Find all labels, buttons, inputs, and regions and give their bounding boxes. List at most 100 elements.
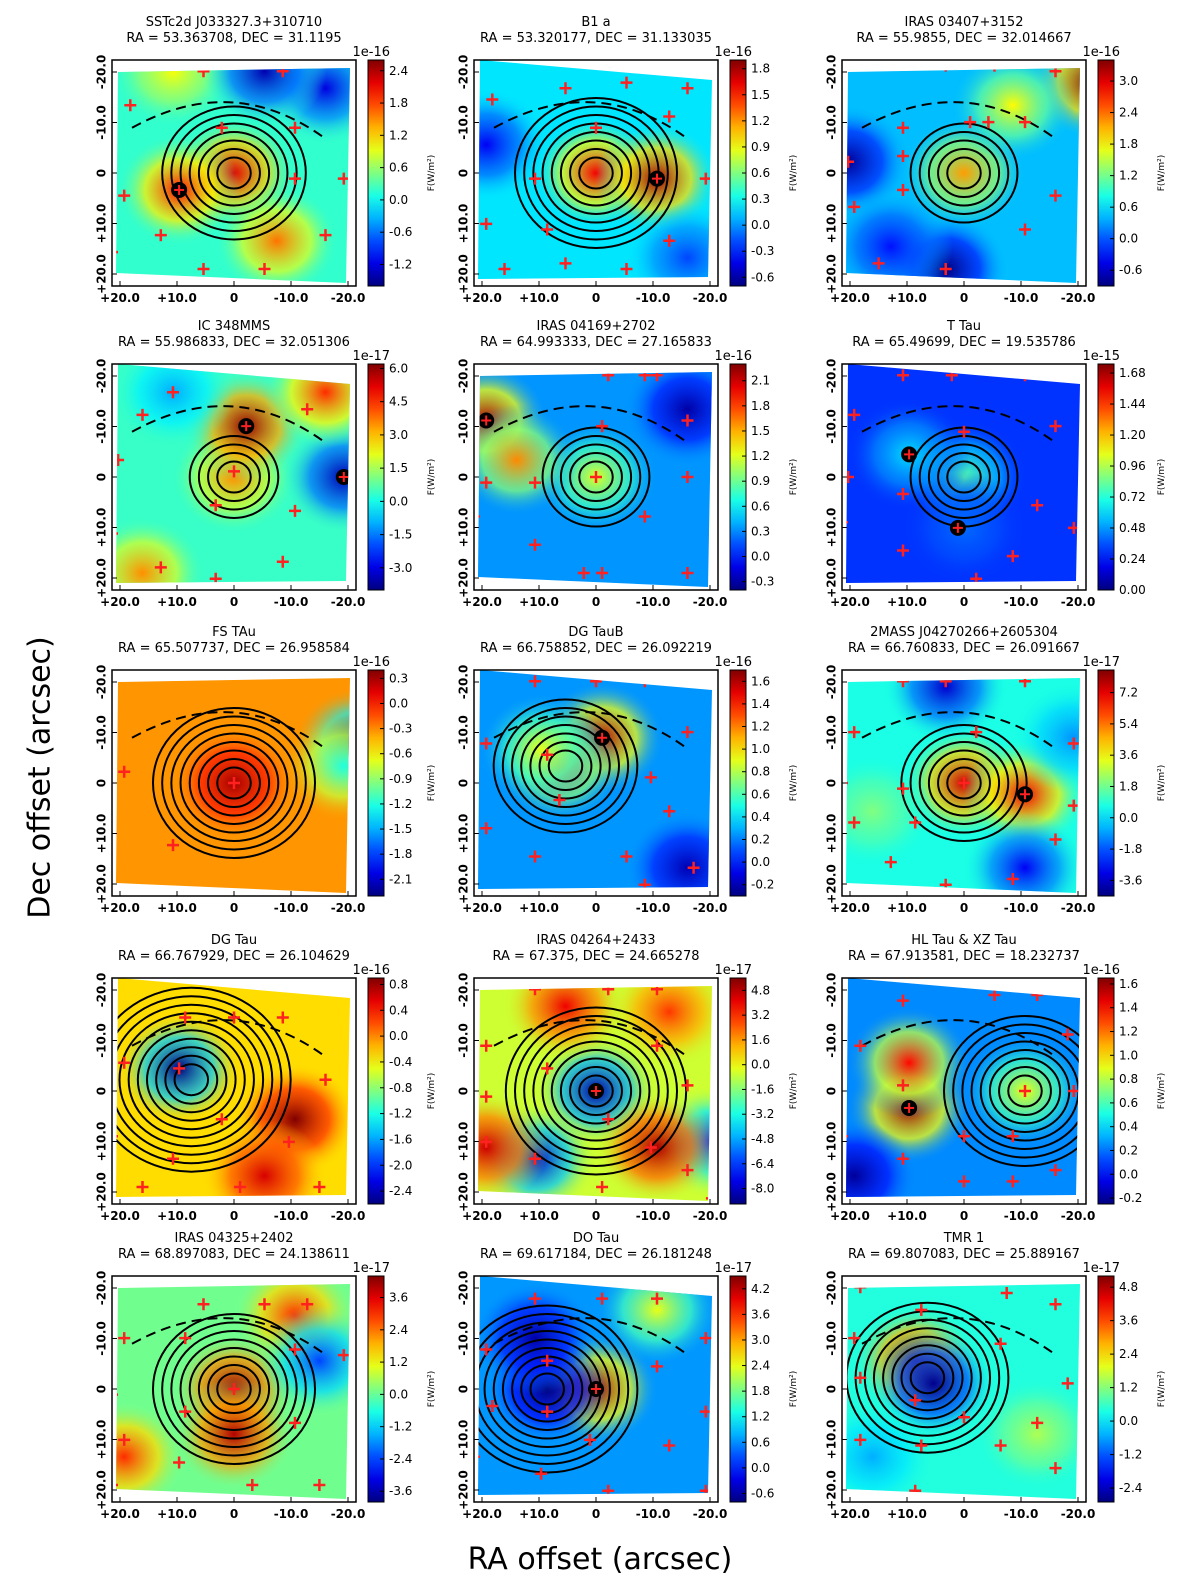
intensity-peak: [975, 1378, 1080, 1491]
source-marker: [901, 446, 918, 463]
x-tick-label: +20.0: [462, 1507, 502, 1521]
colorbar-tick-label: -1.5: [389, 528, 412, 542]
contour-line: [216, 156, 252, 190]
y-tick-label: -20.0: [825, 55, 839, 90]
colorbar-tick-label: 0.9: [751, 474, 770, 488]
colorbar: [729, 1275, 747, 1503]
panel-subtitle: RA = 53.320177, DEC = 31.133035: [480, 31, 712, 46]
flux-axis-label: F(W/m²): [789, 459, 799, 496]
colorbar: [367, 59, 385, 287]
pointing-marker: [313, 1181, 326, 1194]
colorbar-tick-label: 0.3: [751, 192, 770, 206]
x-tick-label: +10.0: [887, 901, 927, 915]
x-tick-label: -10.0: [274, 595, 309, 609]
colorbar-tick-label: -1.2: [389, 257, 412, 271]
x-tick-label: +10.0: [519, 291, 559, 305]
source-marker: [238, 418, 255, 435]
contour-line: [216, 766, 252, 800]
contour-line: [127, 1020, 255, 1139]
y-tick-label: +10.0: [825, 1122, 839, 1162]
contour-line: [188, 131, 280, 215]
contour-line: [188, 435, 280, 519]
flux-axis-label: F(W/m²): [427, 459, 437, 496]
y-tick-label: +20.0: [457, 1172, 471, 1212]
pointing-marker: [644, 1141, 657, 1154]
intensity-peak: [950, 68, 1075, 162]
panel-14: +20.0 +10.0 0 -10.0 -20.0 -20.0 -10.0 0 +10.0 +20…: [457, 1231, 800, 1521]
x-tick-label: +20.0: [830, 595, 870, 609]
colorbar-tick-label: 2.4: [389, 64, 408, 78]
pointing-marker: [480, 217, 493, 230]
negative-contour: [493, 711, 689, 750]
contour-line: [116, 986, 292, 1173]
contour-line: [532, 1032, 660, 1150]
y-tick-label: 0: [457, 169, 471, 177]
y-tick-label: 0: [825, 473, 839, 481]
contour-line: [918, 741, 1010, 825]
colorbar-tick-label: -6.4: [751, 1157, 774, 1171]
pointing-marker: [118, 189, 131, 202]
pointing-marker: [319, 369, 332, 382]
pointing-marker: [897, 487, 909, 500]
pointing-marker: [1049, 1298, 1062, 1311]
y-tick-label: 0: [95, 779, 109, 787]
colorbar-tick-label: 3.0: [389, 428, 408, 442]
map-field: [116, 364, 350, 583]
contour-line: [523, 105, 669, 241]
negative-contour: [131, 711, 327, 750]
contour-line: [998, 1066, 1052, 1116]
panel-2: +20.0 +10.0 0 -10.0 -20.0 -20.0 -10.0 0 +10.0 +20…: [457, 15, 800, 305]
pointing-marker: [197, 263, 210, 276]
colorbar: [367, 1275, 385, 1503]
y-tick-label: -10.0: [457, 715, 471, 750]
contour-line: [872, 1327, 982, 1429]
pointing-marker: [663, 110, 676, 123]
pointing-marker: [1049, 420, 1062, 433]
pointing-marker: [1049, 189, 1062, 202]
y-tick-label: 0: [95, 1087, 109, 1095]
colorbar-tick-label: -2.4: [389, 1452, 412, 1466]
pointing-marker: [638, 510, 651, 523]
contour-line: [1007, 1074, 1043, 1108]
colorbar: [1097, 669, 1115, 897]
pointing-marker: [480, 1090, 493, 1103]
y-tick-label: -10.0: [825, 1023, 839, 1058]
pointing-marker: [529, 850, 541, 863]
pointing-marker: [651, 1360, 663, 1373]
pointing-marker: [1061, 1028, 1074, 1041]
pointing-marker: [282, 1135, 295, 1148]
pointing-marker: [1006, 550, 1019, 563]
pointing-marker: [313, 1479, 326, 1492]
pointing-marker: [319, 1073, 332, 1086]
y-tick-label: -10.0: [95, 1023, 109, 1058]
y-tick-label: -10.0: [825, 409, 839, 444]
colorbar-tick-label: -0.6: [389, 747, 412, 761]
pointing-marker: [1061, 1377, 1074, 1390]
pointing-marker: [179, 1332, 192, 1345]
pointing-marker: [1019, 116, 1031, 129]
colorbar-tick-label: -1.2: [389, 1420, 412, 1434]
flux-axis-label: F(W/m²): [1157, 1371, 1167, 1408]
x-tick-label: -10.0: [1004, 901, 1039, 915]
pointing-marker: [480, 1135, 493, 1148]
contour-line: [529, 1372, 565, 1406]
y-tick-label: +20.0: [95, 1470, 109, 1510]
y-tick-label: -20.0: [825, 665, 839, 700]
colorbar: [1097, 363, 1115, 591]
pointing-marker: [699, 172, 712, 185]
flux-axis-label: F(W/m²): [427, 1371, 437, 1408]
contour-line: [161, 715, 307, 851]
intensity-peak: [625, 811, 712, 889]
colorbar-scale: 1e-17: [352, 349, 390, 364]
pointing-marker: [596, 1292, 609, 1305]
x-tick-label: -10.0: [636, 901, 671, 915]
intensity-peak: [116, 517, 205, 583]
y-tick-label: 0: [825, 169, 839, 177]
x-tick-label: +20.0: [100, 901, 140, 915]
colorbar-tick-label: -3.6: [1119, 873, 1142, 887]
colorbar-tick-label: -0.3: [389, 722, 412, 736]
colorbar-tick-label: 1.4: [1119, 1001, 1138, 1015]
contour-line: [207, 452, 261, 502]
y-tick-label: -10.0: [457, 1023, 471, 1058]
panel-title: IRAS 04264+2433: [537, 933, 656, 948]
